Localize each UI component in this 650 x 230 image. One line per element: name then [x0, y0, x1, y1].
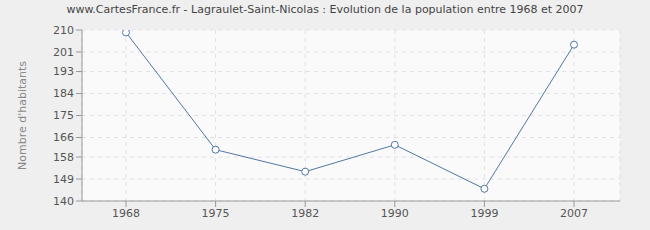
svg-text:1982: 1982 — [291, 207, 319, 220]
svg-text:201: 201 — [53, 46, 74, 59]
svg-text:1990: 1990 — [381, 207, 409, 220]
svg-text:149: 149 — [53, 173, 74, 186]
svg-text:1968: 1968 — [112, 207, 140, 220]
svg-text:1999: 1999 — [470, 207, 498, 220]
svg-text:2007: 2007 — [560, 207, 588, 220]
svg-text:193: 193 — [53, 65, 74, 78]
svg-text:175: 175 — [53, 109, 74, 122]
svg-text:Nombre d'habitants: Nombre d'habitants — [16, 61, 29, 170]
svg-text:1975: 1975 — [202, 207, 230, 220]
svg-text:184: 184 — [53, 87, 74, 100]
svg-text:210: 210 — [53, 24, 74, 37]
svg-text:140: 140 — [53, 195, 74, 208]
html-text:www.CartesFrance.fr - Lagraule: www.CartesFrance.fr - Lagraulet-Saint-Ni… — [66, 3, 584, 16]
svg-text:166: 166 — [53, 131, 74, 144]
svg-text:158: 158 — [53, 151, 74, 164]
